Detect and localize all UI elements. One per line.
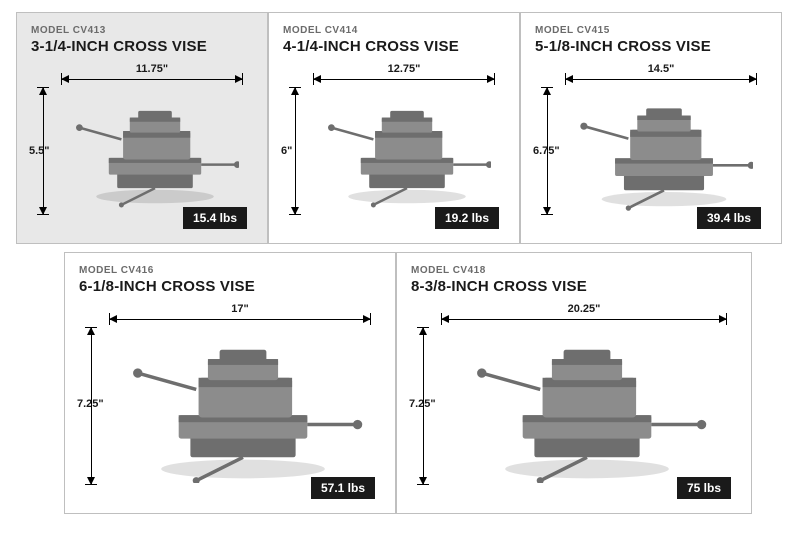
height-dimension: 7.25" bbox=[83, 327, 113, 485]
dimension-diagram: 20.25" 7.25" 75 lbs bbox=[411, 303, 737, 505]
product-title: 5-1/8-INCH CROSS VISE bbox=[535, 38, 767, 55]
vise-illustration bbox=[323, 91, 491, 213]
weight-badge: 39.4 lbs bbox=[697, 207, 761, 229]
height-dimension: 6.75" bbox=[539, 87, 569, 215]
height-label: 5.5" bbox=[29, 145, 50, 157]
height-dimension: 5.5" bbox=[35, 87, 65, 215]
product-card-cv413: MODEL CV413 3-1/4-INCH CROSS VISE 11.75"… bbox=[16, 12, 268, 244]
vise-image bbox=[451, 331, 723, 483]
height-dimension: 7.25" bbox=[415, 327, 445, 485]
height-label: 6" bbox=[281, 145, 292, 157]
vise-image bbox=[71, 91, 239, 213]
product-card-cv418: MODEL CV418 8-3/8-INCH CROSS VISE 20.25"… bbox=[396, 252, 752, 514]
dimension-diagram: 12.75" 6" 19.2 lbs bbox=[283, 63, 505, 235]
height-dimension: 6" bbox=[287, 87, 317, 215]
model-number: MODEL CV414 bbox=[283, 25, 505, 36]
product-title: 8-3/8-INCH CROSS VISE bbox=[411, 278, 737, 295]
vise-image bbox=[575, 91, 753, 213]
width-label: 20.25" bbox=[441, 303, 727, 315]
width-label: 12.75" bbox=[313, 63, 495, 75]
dimension-diagram: 17" 7.25" 57.1 lbs bbox=[79, 303, 381, 505]
width-dimension: 17" bbox=[109, 305, 371, 325]
width-dimension: 12.75" bbox=[313, 65, 495, 85]
dimension-diagram: 11.75" 5.5" 15.4 lbs bbox=[31, 63, 253, 235]
weight-badge: 19.2 lbs bbox=[435, 207, 499, 229]
vise-illustration bbox=[71, 91, 239, 213]
product-title: 4-1/4-INCH CROSS VISE bbox=[283, 38, 505, 55]
width-label: 17" bbox=[109, 303, 371, 315]
vise-image bbox=[119, 331, 367, 483]
weight-badge: 75 lbs bbox=[677, 477, 731, 499]
product-title: 6-1/8-INCH CROSS VISE bbox=[79, 278, 381, 295]
width-dimension: 14.5" bbox=[565, 65, 757, 85]
vise-illustration bbox=[119, 331, 367, 483]
weight-badge: 57.1 lbs bbox=[311, 477, 375, 499]
width-dimension: 20.25" bbox=[441, 305, 727, 325]
vise-illustration bbox=[575, 91, 753, 213]
dimension-diagram: 14.5" 6.75" 39.4 lbs bbox=[535, 63, 767, 235]
model-number: MODEL CV415 bbox=[535, 25, 767, 36]
product-title: 3-1/4-INCH CROSS VISE bbox=[31, 38, 253, 55]
width-dimension: 11.75" bbox=[61, 65, 243, 85]
product-card-cv415: MODEL CV415 5-1/8-INCH CROSS VISE 14.5" … bbox=[520, 12, 782, 244]
width-label: 11.75" bbox=[61, 63, 243, 75]
model-number: MODEL CV413 bbox=[31, 25, 253, 36]
width-label: 14.5" bbox=[565, 63, 757, 75]
product-card-cv414: MODEL CV414 4-1/4-INCH CROSS VISE 12.75"… bbox=[268, 12, 520, 244]
vise-image bbox=[323, 91, 491, 213]
model-number: MODEL CV416 bbox=[79, 265, 381, 276]
model-number: MODEL CV418 bbox=[411, 265, 737, 276]
product-card-cv416: MODEL CV416 6-1/8-INCH CROSS VISE 17" 7.… bbox=[64, 252, 396, 514]
vise-illustration bbox=[451, 331, 723, 483]
weight-badge: 15.4 lbs bbox=[183, 207, 247, 229]
